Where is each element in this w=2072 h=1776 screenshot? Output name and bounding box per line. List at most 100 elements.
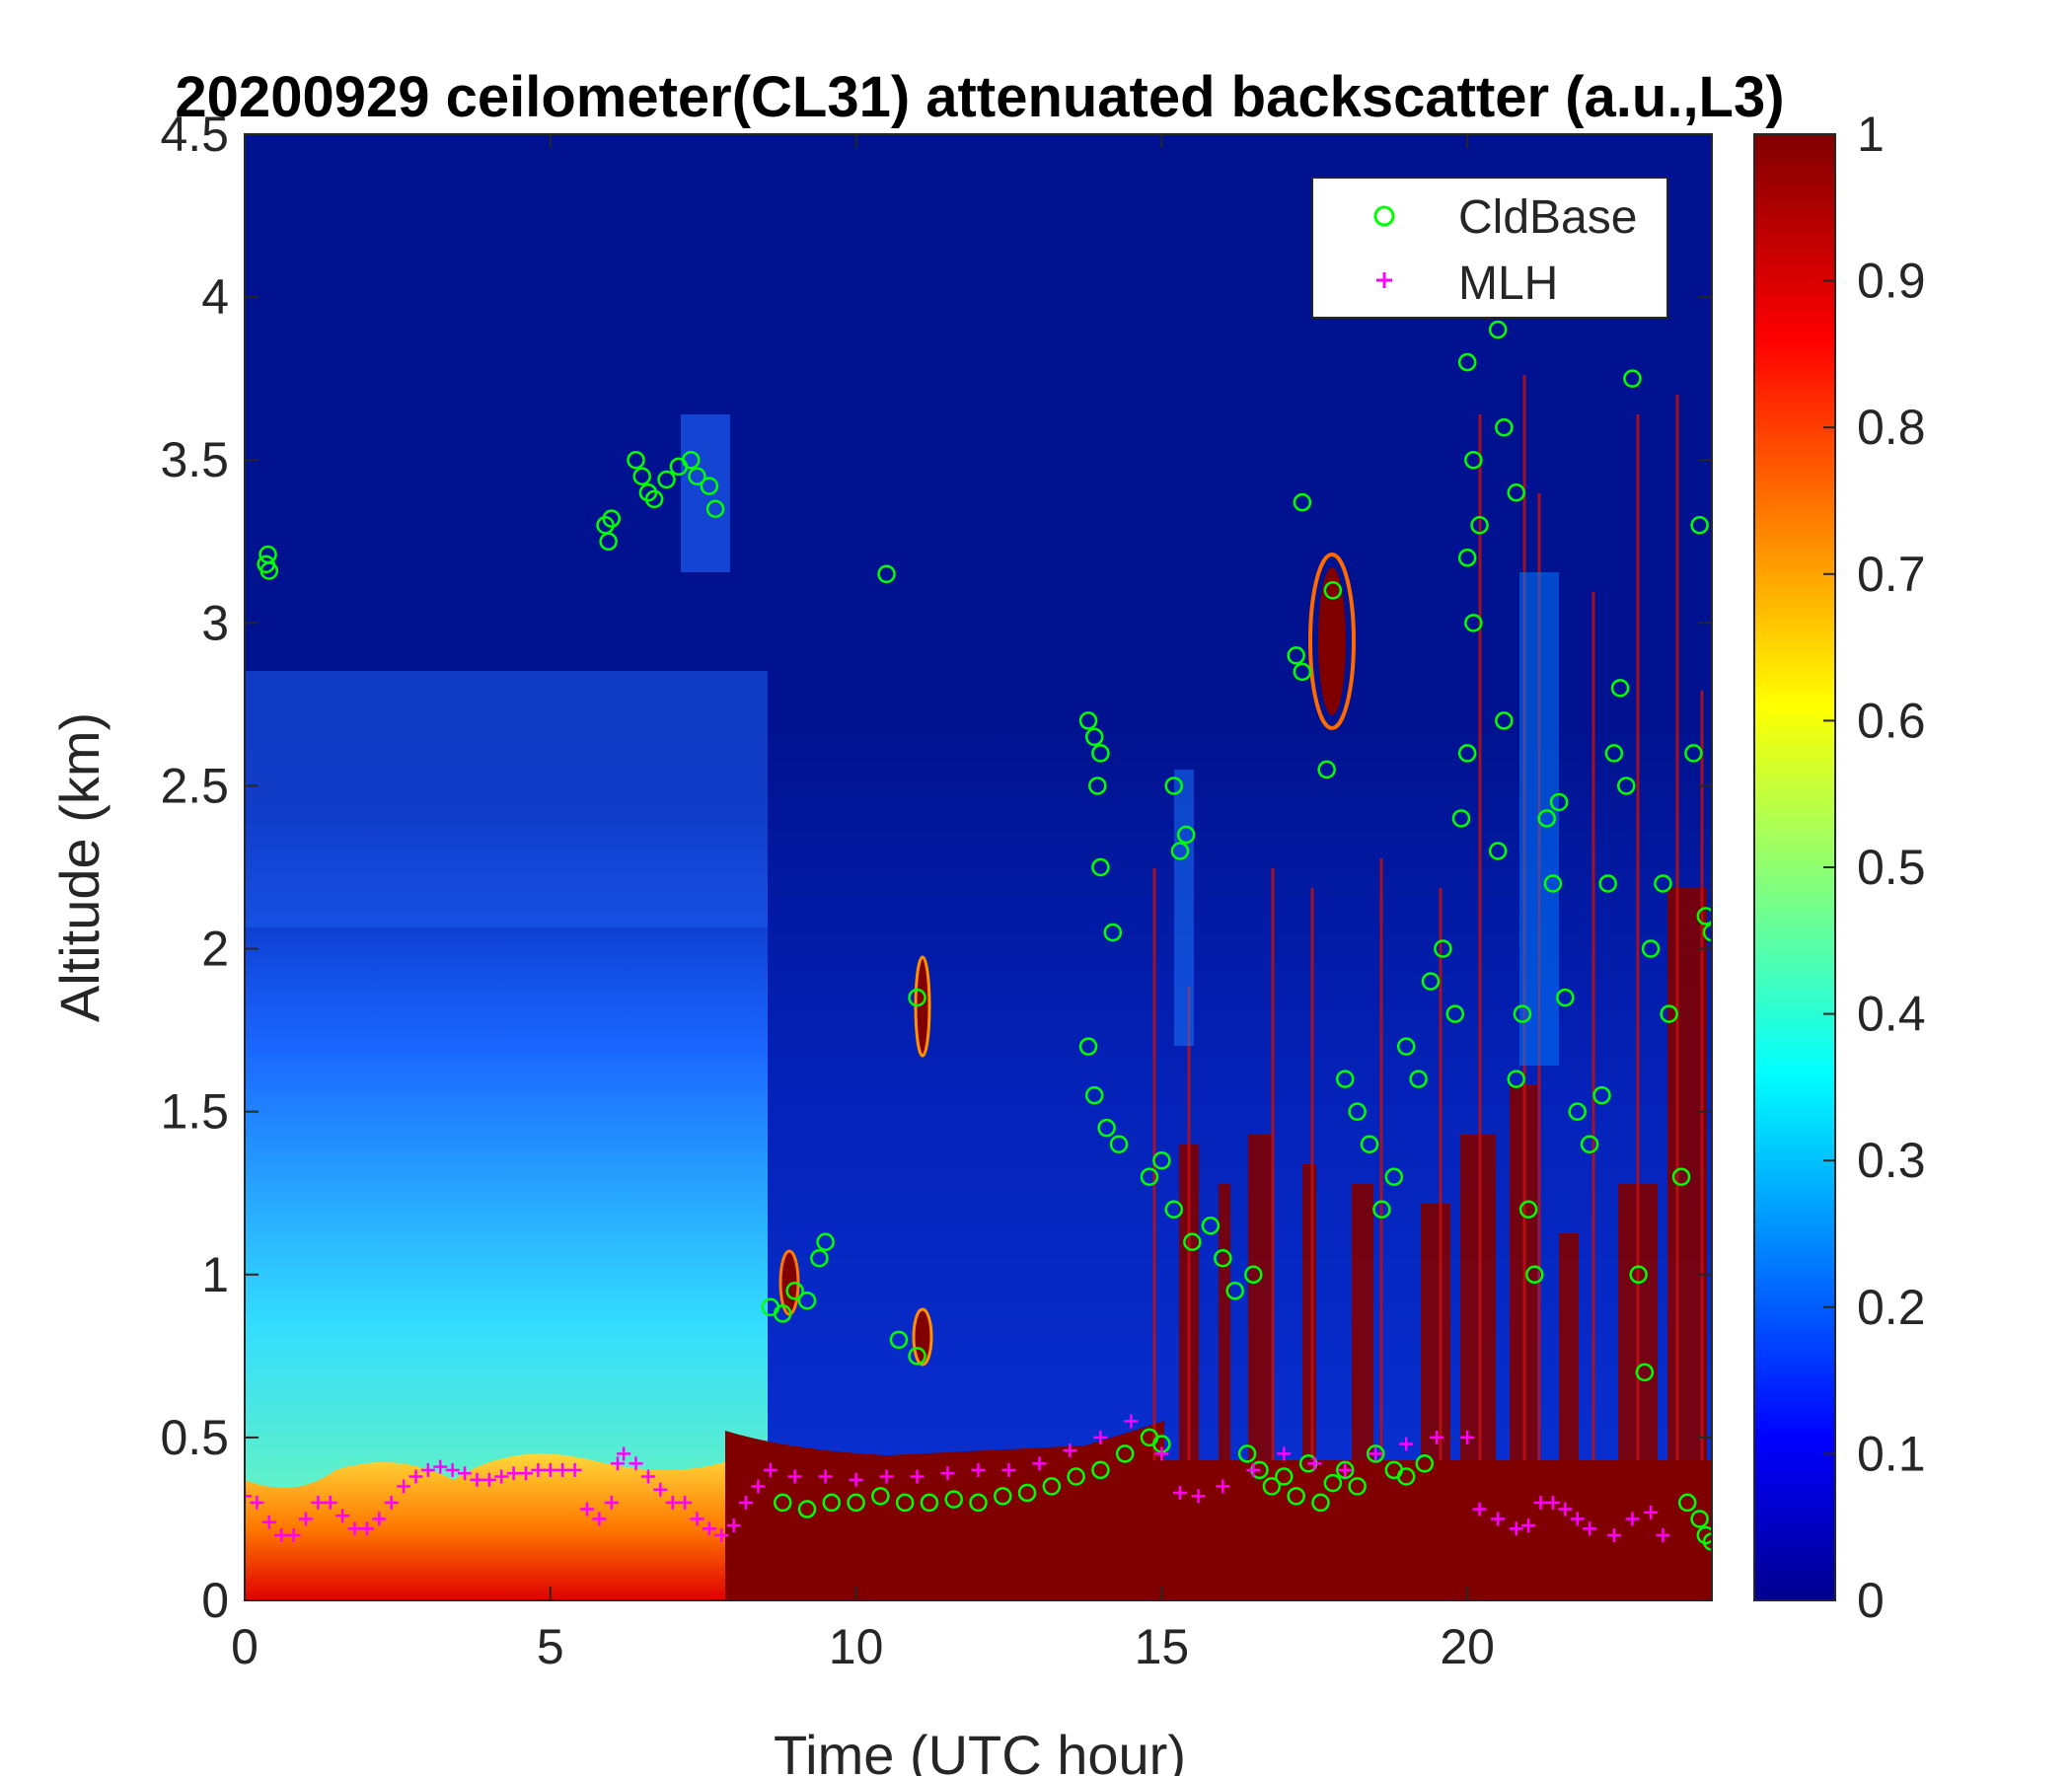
cldbase-point (908, 1347, 926, 1366)
mlh-point (1644, 1505, 1659, 1519)
mlh-point (592, 1512, 607, 1526)
cldbase-point (1421, 972, 1441, 991)
colorbar-tick-label: 0.6 (1857, 693, 1926, 748)
cldbase-point (1604, 744, 1624, 763)
cldbase-point (1610, 679, 1630, 698)
cldbase-point (1293, 492, 1312, 512)
cldbase-point (1396, 1037, 1416, 1056)
mlh-point (1491, 1512, 1506, 1526)
mlh-point (1172, 1486, 1187, 1501)
mlh-point (751, 1479, 766, 1494)
cldbase-point (1311, 1493, 1330, 1513)
mlh-point (665, 1495, 680, 1510)
cldbase-point (994, 1487, 1012, 1506)
cldbase-point (1078, 711, 1098, 730)
mlh-point (1460, 1430, 1475, 1444)
cldbase-point (1287, 1487, 1305, 1506)
cldbase-point (1201, 1216, 1221, 1235)
cldbase-point (1244, 1265, 1263, 1285)
cldbase-point (1336, 1070, 1355, 1088)
y-tick-label: 1 (201, 1247, 229, 1302)
x-tick-label: 15 (1135, 1619, 1190, 1674)
cldbase-point (1214, 1249, 1232, 1268)
colorbar-tick-label: 0.4 (1857, 987, 1926, 1042)
mlh-point (1533, 1495, 1548, 1510)
cldbase-point (822, 1493, 842, 1513)
cldbase-point (1592, 1085, 1611, 1105)
plot-frame (244, 133, 1713, 1601)
cldbase-point (810, 1249, 829, 1268)
mlh-point (971, 1462, 986, 1477)
x-tick-label: 10 (829, 1619, 884, 1674)
y-tick-label: 2.5 (160, 758, 229, 813)
cldbase-point (1518, 1200, 1538, 1219)
y-tick-label: 0 (201, 1573, 229, 1628)
mlh-point (640, 1469, 655, 1484)
mlh-point (372, 1512, 387, 1526)
legend-cldbase-marker (1373, 205, 1395, 227)
cldbase-point (1091, 744, 1110, 763)
cldbase-point (1293, 662, 1312, 682)
mlh-point (629, 1456, 643, 1471)
mlh-point (494, 1469, 509, 1484)
mlh-point (1307, 1456, 1322, 1471)
colorbar-gradient (1753, 133, 1836, 1601)
mlh-point (1277, 1446, 1292, 1461)
cldbase-point (1457, 549, 1477, 567)
y-tick-label: 0.5 (160, 1410, 229, 1465)
cldbase-point (1451, 809, 1471, 828)
cldbase-point (1556, 988, 1575, 1007)
mlh-point (543, 1462, 557, 1477)
cldbase-point (1543, 874, 1563, 893)
mlh-point (714, 1527, 729, 1542)
mlh-point (335, 1509, 350, 1523)
cldbase-point (1152, 1150, 1171, 1170)
cldbase-point (871, 1487, 890, 1506)
cldbase-point (1088, 777, 1107, 795)
mlh-point (1472, 1502, 1487, 1517)
mlh-point (1583, 1521, 1597, 1536)
cldbase-point (1323, 581, 1343, 600)
colorbar-tick-label: 0.7 (1857, 547, 1926, 602)
mlh-point (470, 1472, 484, 1487)
mlh-point (445, 1462, 460, 1477)
colorbar-tick-label: 0.1 (1857, 1426, 1926, 1481)
cldbase-point (632, 467, 651, 485)
cldbase-point (1696, 1525, 1712, 1545)
mlh-point (397, 1479, 411, 1494)
cldbase-point (944, 1490, 963, 1509)
cldbase-point (1488, 320, 1508, 339)
mlh-point (879, 1469, 894, 1484)
mlh-point (1246, 1462, 1261, 1477)
cldbase-point (1078, 1037, 1098, 1056)
cldbase-point (1654, 874, 1672, 893)
cldbase-point (1598, 874, 1617, 893)
cldbase-point (1225, 1282, 1244, 1300)
mlh-point (1570, 1512, 1585, 1526)
cldbase-point (1409, 1070, 1428, 1088)
cldbase-point (1183, 1232, 1202, 1252)
cldbase-point (847, 1493, 865, 1513)
cldbase-point (1684, 744, 1703, 763)
cldbase-point (773, 1304, 792, 1323)
mlh-point (298, 1512, 313, 1526)
cldbase-point (816, 1232, 835, 1252)
cldbase-point (1115, 1444, 1135, 1463)
cldbase-point (1702, 923, 1712, 942)
cloud-streaks (1152, 375, 1704, 1460)
cldbase-point (1457, 744, 1477, 763)
mlh-point (1399, 1437, 1414, 1451)
mlh-point (818, 1469, 833, 1484)
cldbase-point (1702, 1532, 1712, 1551)
cldbase-point (920, 1493, 939, 1513)
cldbase-point (1103, 923, 1123, 942)
cldbase-point (895, 1493, 915, 1513)
cldbase-point (1164, 777, 1184, 795)
cldbase-point (1348, 1102, 1367, 1121)
mlh-point (555, 1462, 570, 1477)
mlh-point (261, 1515, 276, 1529)
mlh-point (579, 1502, 594, 1517)
cldbase-point (1084, 1085, 1104, 1105)
cldbase-point (1513, 1004, 1532, 1023)
colorbar-tick-label: 0.9 (1857, 254, 1926, 309)
